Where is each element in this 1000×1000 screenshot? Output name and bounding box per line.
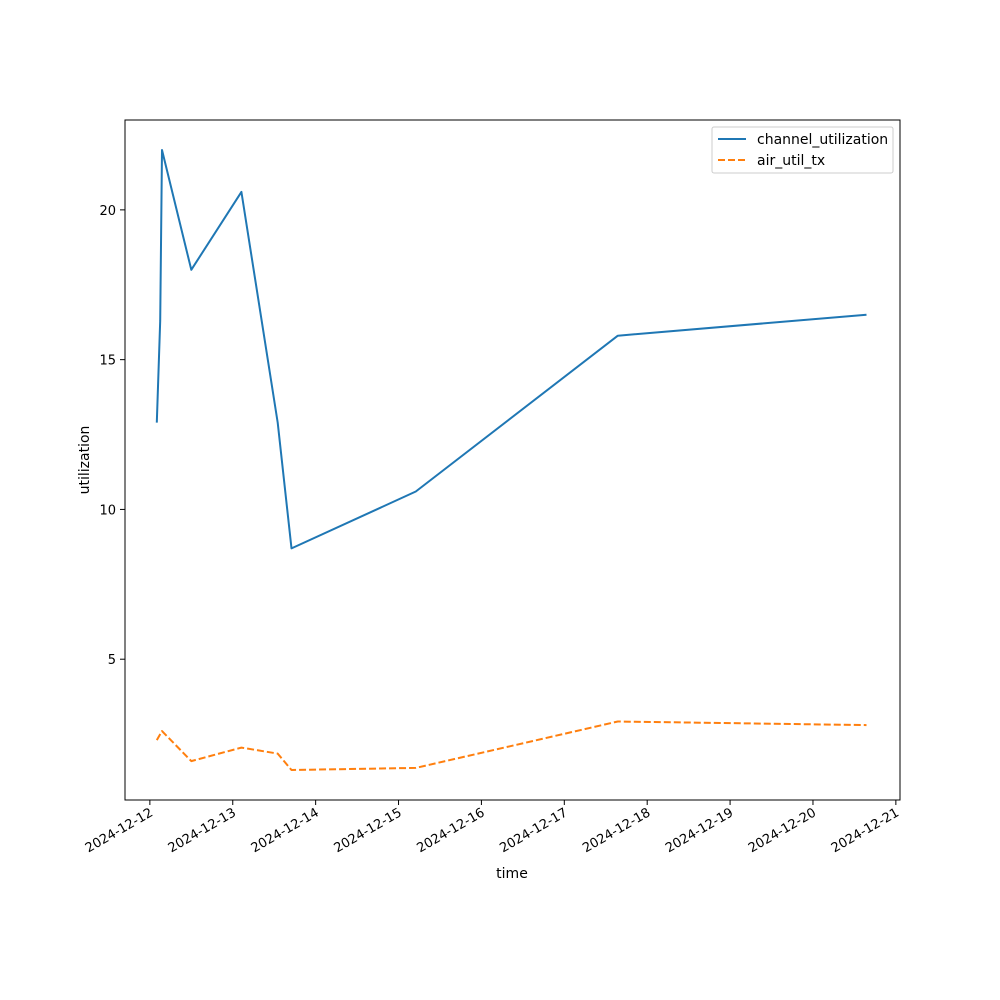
y-axis: 5 10 15 20 — [99, 204, 125, 668]
y-axis-label: utilization — [77, 426, 93, 495]
legend-box — [711, 126, 894, 174]
series-line-channel-utilization — [155, 149, 867, 550]
y-tick-label: 5 — [108, 653, 116, 668]
legend: channel_utilization air_util_tx — [711, 126, 894, 174]
legend-label-channel-utilization: channel_utilization — [757, 132, 888, 148]
legend-label-air-util-tx: air_util_tx — [757, 153, 825, 169]
series-line-air-util-tx — [155, 720, 867, 771]
y-tick-label: 15 — [99, 354, 116, 369]
y-tick-label: 20 — [99, 204, 116, 219]
y-tick-label: 10 — [99, 503, 116, 518]
x-axis-label: time — [496, 866, 528, 882]
plot-frame — [124, 119, 901, 801]
series-layer — [155, 149, 867, 771]
